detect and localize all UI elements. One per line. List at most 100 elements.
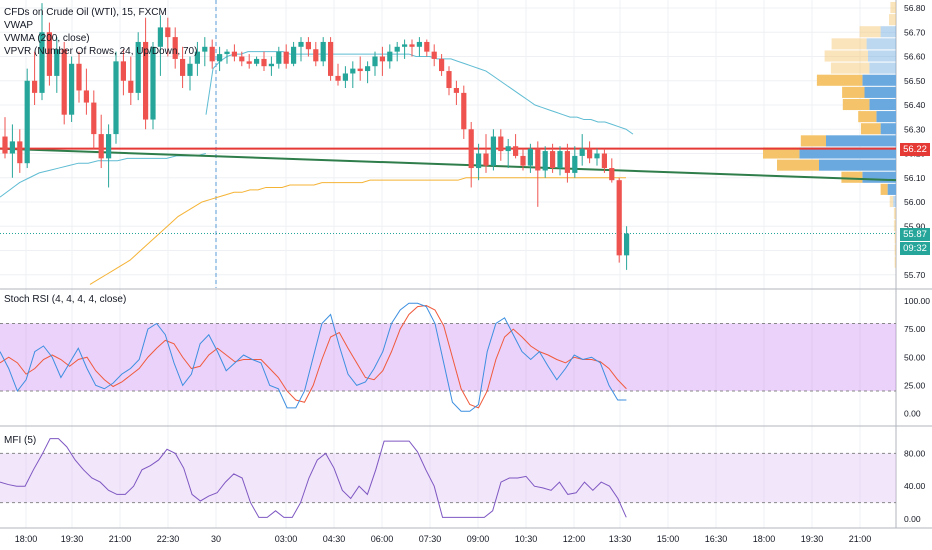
candle-body [172, 37, 178, 59]
vwap-legend[interactable]: VWAP [4, 20, 34, 31]
volume-profile-up-bar [826, 135, 896, 147]
candle-body [61, 49, 67, 115]
trend-line [0, 147, 897, 182]
stoch-legend: Stoch RSI (4, 4, 4, 4, close) [4, 293, 126, 306]
last-price-tag: 55.87 [900, 227, 930, 241]
candle-body [527, 148, 533, 166]
candle-body [69, 63, 75, 115]
volume-profile-up-bar [880, 26, 896, 38]
time-axis-label: 15:00 [657, 534, 680, 544]
volume-profile-up-bar [876, 111, 896, 123]
candle-body [305, 41, 311, 50]
volume-profile-down-bar [763, 147, 800, 159]
candle-body [17, 141, 23, 164]
candle-body [424, 41, 430, 52]
volume-profile-down-bar [816, 74, 863, 86]
vpvr-legend[interactable]: VPVR (Number Of Rows, 24, Up/Down, 70) [4, 46, 198, 57]
mfi-axis-label: 40.00 [904, 481, 926, 491]
candle-body [180, 58, 186, 76]
candle-body [91, 102, 97, 135]
price-axis-label: 56.00 [904, 197, 926, 207]
volume-profile-up-bar [862, 171, 896, 183]
candle-body [291, 46, 297, 64]
candle-body [476, 153, 482, 169]
candle-body [446, 71, 452, 89]
volume-profile-up-bar [893, 195, 896, 208]
price-axis-label: 56.40 [904, 100, 926, 110]
candle-body [98, 134, 104, 159]
time-axis-label: 13:30 [609, 534, 632, 544]
candle-body [54, 49, 60, 76]
stoch-rsi-pane[interactable] [0, 302, 896, 412]
mfi-band [0, 453, 896, 503]
stoch-axis-label: 100.00 [904, 296, 930, 306]
candle-body [461, 92, 467, 130]
volume-profile-down-bar [858, 111, 877, 123]
volume-profile-down-bar [777, 159, 819, 171]
candle-body [542, 151, 548, 171]
price-pane[interactable] [0, 0, 897, 288]
candle-body [505, 146, 511, 152]
candle-body [594, 153, 600, 159]
candle-body [365, 66, 371, 72]
mfi-pane[interactable] [0, 438, 896, 518]
candle-body [513, 146, 519, 156]
candle-body [624, 233, 630, 256]
vwma-legend[interactable]: VWMA (200, close) [4, 33, 90, 44]
volume-profile-down-bar [830, 62, 870, 74]
mfi-line [0, 438, 627, 518]
candle-body [483, 153, 489, 166]
stoch-k-line [0, 302, 627, 412]
candle-body [328, 41, 334, 76]
candle-body [394, 46, 400, 52]
candle-body [564, 151, 570, 173]
candle-body [468, 129, 474, 169]
volume-profile-up-bar [869, 98, 896, 111]
time-axis-label: 06:00 [371, 534, 394, 544]
candle-body [535, 148, 541, 171]
candle-body [520, 155, 526, 166]
candle-body [32, 80, 38, 93]
symbol-title[interactable]: CFDs on Crude Oil (WTI), 15, FXCM [4, 7, 167, 18]
volume-profile-down-bar [880, 183, 888, 195]
volume-profile-up-bar [862, 74, 896, 86]
mfi-title[interactable]: MFI (5) [4, 435, 37, 446]
vwma-line [89, 177, 626, 285]
volume-profile-up-bar [869, 62, 896, 74]
candle-body [165, 27, 171, 38]
candle-body [224, 51, 230, 55]
candle-body [202, 46, 208, 52]
candle-body [113, 61, 119, 135]
mfi-axis-label: 80.00 [904, 448, 926, 458]
volume-profile-down-bar [800, 135, 826, 147]
stoch-axis-label: 50.00 [904, 352, 926, 362]
candle-body [490, 136, 496, 166]
candle-body [579, 148, 585, 156]
volume-profile-down-bar [889, 14, 896, 26]
candle-body [143, 41, 149, 120]
mfi-axis-label: 0.00 [904, 514, 921, 524]
time-axis-label: 19:30 [61, 534, 84, 544]
volume-profile-down-bar [842, 86, 865, 98]
time-axis-label: 07:30 [419, 534, 442, 544]
candle-body [24, 80, 30, 164]
resistance-price-tag: 56.22 [900, 142, 930, 156]
candle-body [261, 58, 267, 67]
stoch-title[interactable]: Stoch RSI (4, 4, 4, 4, close) [4, 294, 127, 305]
candle-body [335, 75, 341, 81]
candle-body [194, 51, 200, 64]
candle-body [387, 51, 393, 62]
candle-body [83, 90, 89, 103]
candle-body [150, 46, 156, 120]
price-axis-label: 56.30 [904, 124, 926, 134]
stoch-d-line [0, 304, 627, 409]
candle-body [298, 41, 304, 47]
candle-body [372, 56, 378, 67]
mfi-legend: MFI (5) [4, 434, 36, 447]
candle-body [357, 68, 363, 72]
volume-profile-down-bar [889, 195, 894, 208]
volume-profile-down-bar [861, 123, 881, 135]
volume-profile-up-bar [799, 147, 896, 159]
main-legend: CFDs on Crude Oil (WTI), 15, FXCM VWAP V… [4, 6, 197, 58]
